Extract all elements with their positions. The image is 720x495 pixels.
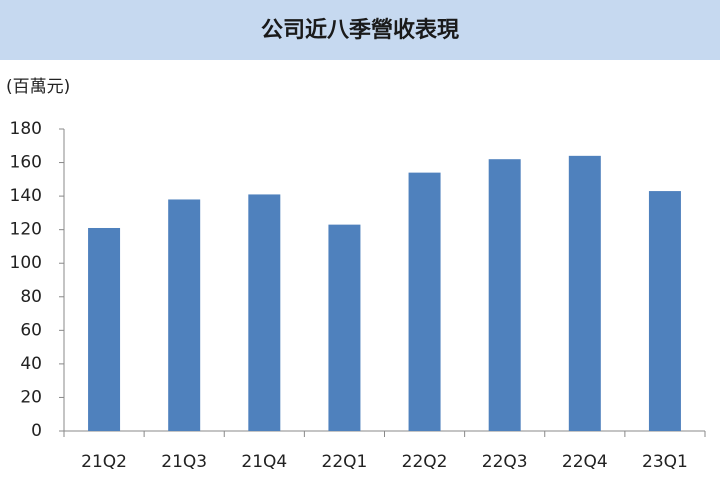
bar — [408, 172, 441, 431]
x-tick-label: 22Q1 — [322, 452, 368, 472]
y-tick-label: 80 — [20, 287, 42, 307]
y-tick-label: 140 — [10, 186, 42, 206]
bar — [248, 194, 281, 431]
x-tick-label: 22Q4 — [562, 452, 608, 472]
x-tick-label: 21Q2 — [81, 452, 127, 472]
bar — [568, 155, 601, 431]
x-tick-label: 21Q4 — [241, 452, 287, 472]
bar — [488, 159, 521, 431]
y-tick-label: 0 — [31, 421, 42, 441]
x-tick-label: 23Q1 — [642, 452, 688, 472]
y-tick-label: 160 — [10, 153, 42, 173]
bar — [648, 191, 681, 431]
y-tick-label: 60 — [20, 320, 42, 340]
y-tick-label: 100 — [10, 253, 42, 273]
y-tick-label: 40 — [20, 354, 42, 374]
x-tick-label: 22Q2 — [402, 452, 448, 472]
y-tick-label: 20 — [20, 387, 42, 407]
title-banner — [0, 0, 720, 60]
x-tick-label: 21Q3 — [161, 452, 207, 472]
bar — [328, 224, 361, 431]
bar — [88, 227, 121, 431]
chart-title: 公司近八季營收表現 — [261, 17, 459, 43]
bar — [168, 199, 201, 431]
x-tick-label: 22Q3 — [482, 452, 528, 472]
y-axis-unit: (百萬元) — [6, 77, 70, 97]
y-tick-label: 180 — [10, 119, 42, 139]
y-tick-label: 120 — [10, 220, 42, 240]
